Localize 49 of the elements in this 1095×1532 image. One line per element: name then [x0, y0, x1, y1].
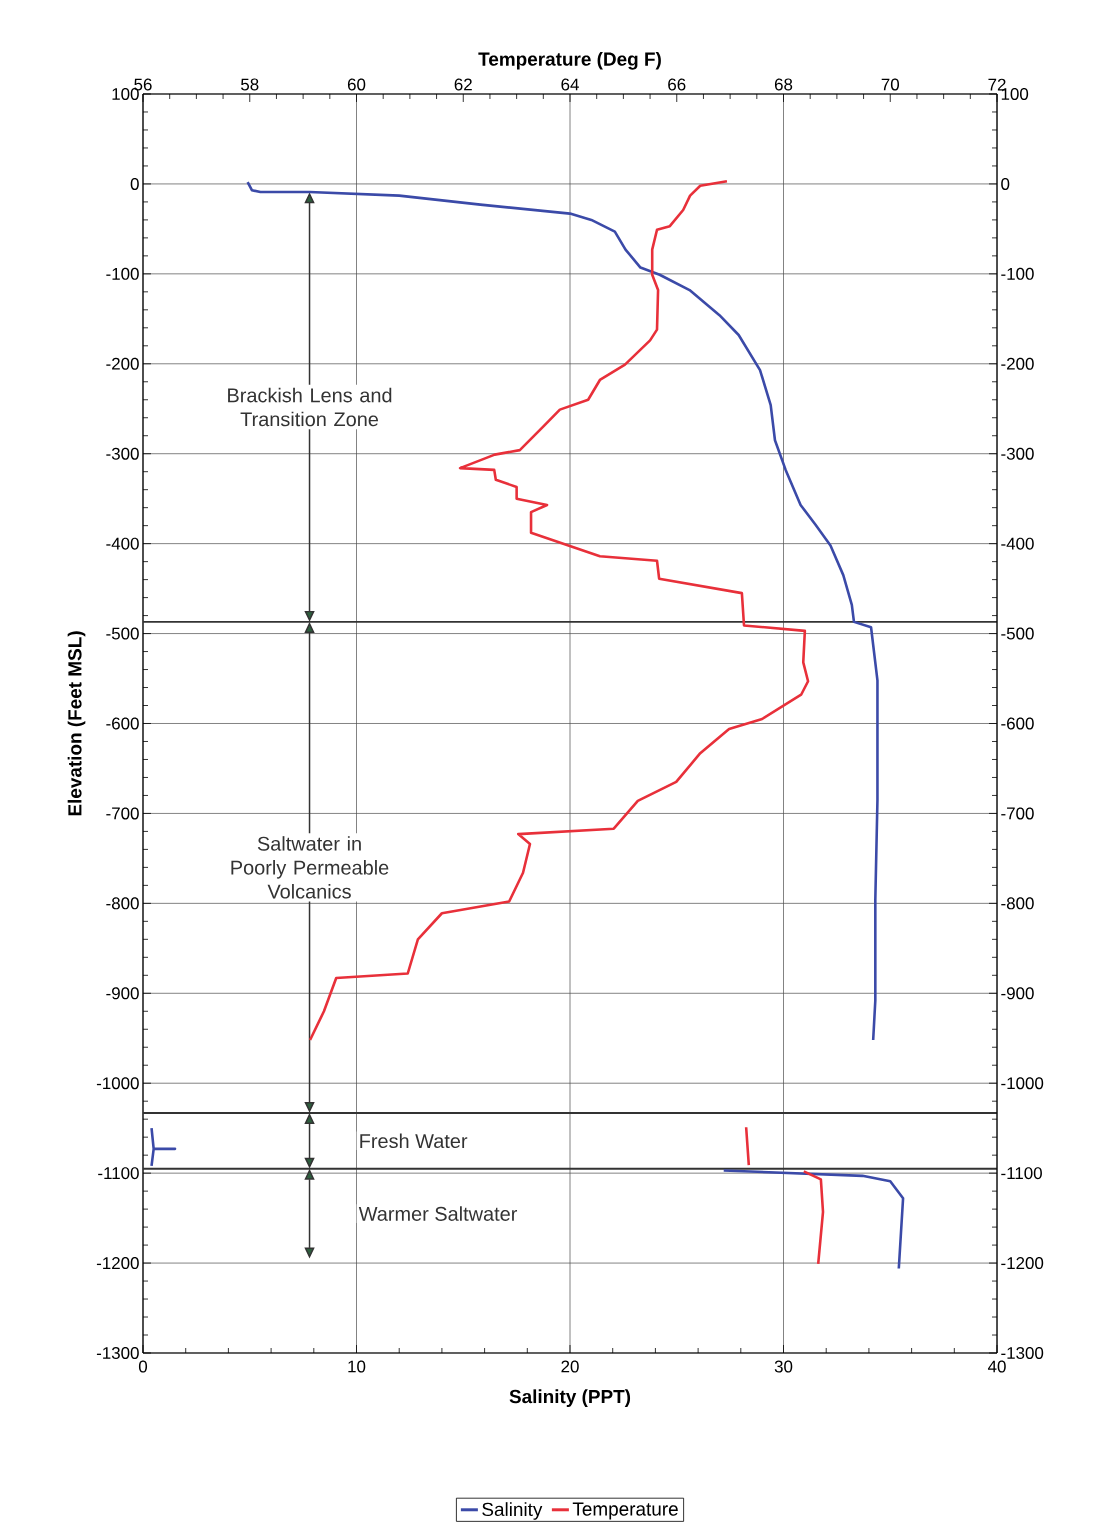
annotation: Warmer Saltwater: [358, 1206, 518, 1221]
x-axis-title: Salinity (PPT): [509, 1389, 631, 1407]
y2-tick-label: 0: [1001, 177, 1010, 190]
y2-tick-label: -900: [1001, 987, 1034, 1000]
y-tick-label: -800: [106, 897, 139, 910]
y2-tick-label: -200: [1001, 357, 1034, 370]
x-tick-label: 0: [138, 1360, 148, 1373]
y2-tick-label: -300: [1001, 447, 1034, 460]
y-tick-label: -200: [106, 357, 139, 370]
y-tick-label: -1100: [98, 1167, 139, 1180]
x2-tick-label: 64: [561, 78, 579, 91]
y-tick-label: -1300: [96, 1347, 139, 1359]
y2-tick-label: -400: [1001, 537, 1034, 550]
y-tick-label: -600: [106, 717, 139, 730]
annotation: Fresh Water: [360, 1133, 468, 1149]
x2-tick-label: 68: [774, 78, 793, 91]
annotation: Brackish Lens and Transition Zone: [228, 387, 392, 427]
x2-tick-label: 66: [668, 78, 686, 91]
y2-tick-label: -700: [1001, 807, 1034, 820]
x-tick-label: 10: [348, 1360, 366, 1373]
y2-tick-label: -1100: [1001, 1167, 1042, 1180]
x-tick-label: 30: [774, 1360, 793, 1373]
x-tick-label: 40: [987, 1360, 1006, 1373]
y2-tick-label: -1000: [1001, 1077, 1044, 1090]
legend-label: Salinity: [482, 1502, 543, 1520]
y-tick-label: 0: [130, 177, 139, 190]
y-tick-label: -300: [106, 447, 139, 460]
x-tick-label: 20: [561, 1360, 579, 1373]
legend-label: Temperature: [572, 1502, 678, 1520]
x2-tick-label: 62: [454, 78, 472, 91]
y2-tick-label: -500: [1001, 627, 1034, 640]
y-tick-label: -1200: [96, 1257, 139, 1270]
y2-tick-label: -100: [1001, 267, 1034, 280]
x2-tick-label: 60: [347, 78, 366, 91]
annotation: Saltwater in Poorly Permeable Volcanics: [231, 836, 389, 899]
y-tick-label: -900: [106, 987, 139, 1000]
x2-tick-label: 58: [241, 78, 259, 91]
y-tick-label: -700: [106, 807, 139, 820]
y-tick-label: -1000: [96, 1077, 139, 1090]
y2-tick-label: -1200: [1001, 1257, 1044, 1270]
x2-axis-title: Temperature (Deg F): [478, 51, 661, 70]
y2-tick-label: -800: [1001, 897, 1034, 910]
x2-tick-label: 70: [881, 78, 900, 91]
y2-tick-label: -600: [1001, 717, 1034, 730]
y2-tick-label: -1300: [1001, 1347, 1044, 1359]
y-tick-label: -100: [106, 267, 139, 280]
y-tick-label: -400: [106, 537, 139, 550]
y-tick-label: -500: [106, 627, 139, 640]
y-axis-title: Elevation (Feet MSL): [67, 631, 86, 816]
